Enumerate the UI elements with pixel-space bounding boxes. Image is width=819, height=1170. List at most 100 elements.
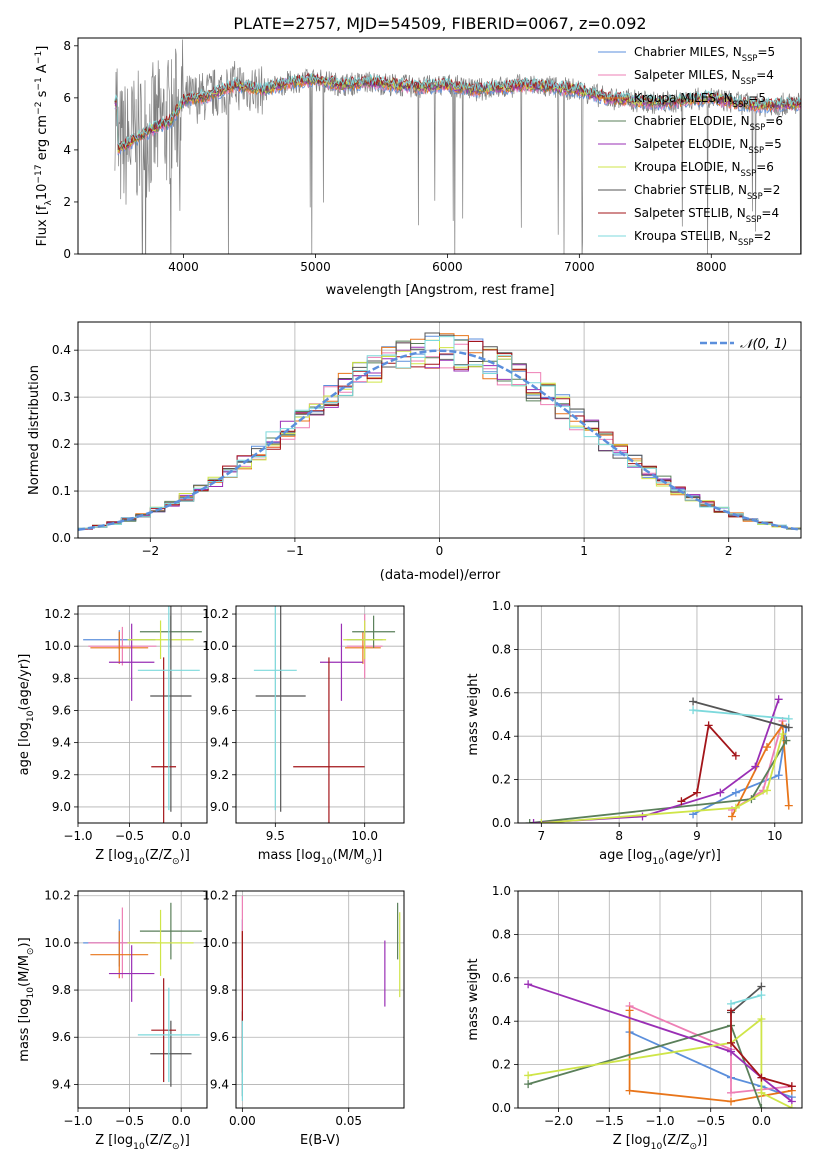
y-tick-label: 9.2 [210,768,229,782]
y-tick-label: 1.0 [492,599,511,613]
normal-distribution-curve [78,349,801,532]
legend-label: Salpeter MILES, NSSP=4 [634,68,774,86]
x-tick-label: −0.5 [696,1114,725,1128]
x-tick-label: 0 [436,544,444,558]
legend-label: Salpeter ELODIE, NSSP=5 [634,137,782,155]
plus-marker [692,788,701,797]
plus-marker [524,1080,533,1089]
y-tick-label: 10.0 [44,936,71,950]
mass-weight-line [693,709,789,720]
y-tick-label: 10.2 [202,889,229,903]
y-tick-label: 0.2 [492,773,511,787]
legend-label: Chabrier ELODIE, NSSP=6 [634,114,783,132]
spectrum-legend: Chabrier MILES, NSSP=5 Salpeter MILES, NS… [598,45,783,247]
y-tick-label: 9.6 [52,703,71,717]
x-tick-label: 5000 [300,260,331,274]
x-tick-label: −1 [286,544,304,558]
y-tick-label: 0.6 [492,971,511,985]
x-axis-label: E(B-V) [300,1133,340,1148]
normal-legend-label: 𝒩(0, 1) [740,337,787,352]
x-tick-label: −1.0 [645,1114,674,1128]
y-tick-label: 9.4 [52,1077,71,1091]
plus-marker [731,751,740,760]
x-axis-label: mass [log10(M/M⊙)] [258,848,382,867]
y-tick-label: 0.8 [492,927,511,941]
plus-marker [537,819,546,823]
plus-marker [787,1104,796,1108]
residual-histogram-panel: −2 −1 0 1 2 0.0 0.1 0.2 0.3 0.4 (data-model)/erro… [27,321,802,583]
legend-label: Kroupa STELIB, NSSP=2 [634,229,771,247]
mass-weight-line [629,1031,793,1099]
x-tick-label: 0.05 [335,1114,362,1128]
spectrum-title: PLATE=2757, MJD=54509, FIBERID=0067, z=0… [233,14,646,33]
y-tick-label: 9.0 [210,800,229,814]
plus-marker [757,1088,766,1097]
y-tick-label: 9.8 [52,983,71,997]
x-tick-label: 10.0 [351,829,378,843]
mass-weight-line [730,994,762,1005]
mass-weight-line [529,740,788,823]
legend-label: Salpeter STELIB, NSSP=4 [634,206,779,224]
plus-marker [762,743,771,752]
plus-marker [677,797,686,806]
y-tick-label: 0.4 [52,343,71,357]
x-tick-label: 2 [725,544,733,558]
y-tick-label: 9.8 [52,671,71,685]
plus-marker [757,1073,766,1082]
mass-weight-line [730,1010,793,1088]
mass-weight-line [527,983,793,1103]
x-tick-label: 10 [767,829,782,843]
plus-marker [727,1047,735,1056]
plus-marker [727,1088,735,1097]
plus-marker [757,982,766,991]
plus-marker [727,812,736,821]
x-tick-label: −2 [141,544,159,558]
y-tick-label: 10.2 [44,607,71,621]
axes-frame [77,605,208,824]
plot-area [253,606,396,823]
x-tick-label: 7000 [564,260,595,274]
x-tick-label: 6000 [432,260,463,274]
plus-marker [757,1015,766,1024]
plus-marker [757,991,766,1000]
model-spectrum-line [114,72,801,152]
x-tick-label: −2.0 [544,1114,573,1128]
y-tick-label: 9.4 [210,1077,229,1091]
x-tick-label: 0.00 [229,1114,256,1128]
y-tick-label: 0.8 [492,642,511,656]
x-axis-label: Z [log10(Z/Z⊙)] [95,1133,190,1152]
plus-marker [524,1071,533,1080]
model-spectrum-line [114,73,801,148]
plus-marker [625,1086,634,1095]
plus-marker [524,980,533,989]
plus-marker [784,723,793,732]
y-tick-label: 9.6 [52,1030,71,1044]
histogram-ylabel: Normed distribution [27,365,42,495]
x-tick-label: −0.5 [115,1114,144,1128]
legend-label: Kroupa ELODIE, NSSP=6 [634,160,774,178]
axes-frame [235,890,405,1109]
y-tick-label: 4 [63,143,71,157]
y-tick-label: 0.0 [492,1101,511,1115]
y-tick-label: 10.0 [202,936,229,950]
plus-marker [525,819,534,823]
mass-weight-line [731,722,790,817]
y-tick-label: 0.0 [52,531,71,545]
y-tick-label: 10.2 [202,607,229,621]
plot-area [83,902,202,1087]
y-tick-label: 6 [63,91,71,105]
y-tick-label: 9.6 [210,703,229,717]
spectrum-xlabel: wavelength [Angstrom, rest frame] [326,283,555,298]
plus-marker [751,762,760,771]
plot-area [83,606,202,823]
y-tick-label: 0.2 [492,1058,511,1072]
plus-marker [727,999,735,1008]
y-tick-label: 1.0 [492,884,511,898]
y-tick-label: 9.8 [210,983,229,997]
mass-weight-line [541,733,784,823]
y-tick-label: 9.4 [52,736,71,750]
plus-marker [774,695,783,704]
x-axis-label: age [log10(age/yr)] [599,848,721,867]
plus-marker [731,803,740,812]
